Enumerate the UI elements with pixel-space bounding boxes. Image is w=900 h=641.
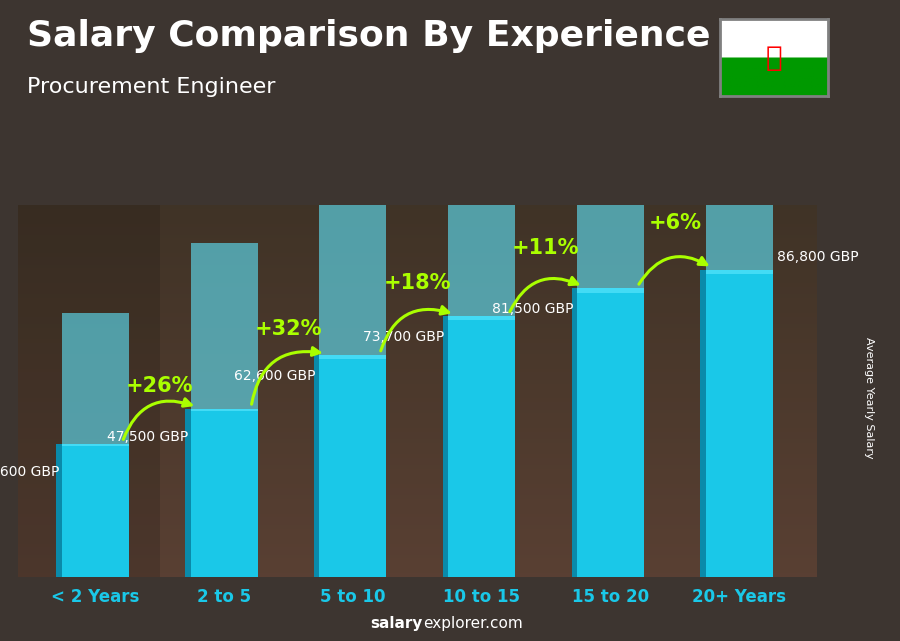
Text: +11%: +11% [512, 238, 580, 258]
Text: Procurement Engineer: Procurement Engineer [27, 77, 275, 97]
Bar [62, 313, 129, 445]
Bar [448, 316, 515, 577]
Bar [57, 444, 62, 577]
Text: 🐉: 🐉 [766, 44, 782, 72]
Bar [577, 288, 644, 577]
Text: 62,600 GBP: 62,600 GBP [234, 369, 316, 383]
Bar [448, 59, 515, 320]
Bar [577, 4, 644, 293]
Text: +18%: +18% [383, 273, 451, 293]
Text: 37,600 GBP: 37,600 GBP [0, 465, 59, 479]
Bar [443, 316, 448, 577]
Bar [191, 409, 257, 577]
Text: Salary Comparison By Experience: Salary Comparison By Experience [27, 19, 710, 53]
Bar [706, 270, 772, 577]
Text: +26%: +26% [126, 376, 194, 395]
Text: Average Yearly Salary: Average Yearly Salary [863, 337, 874, 458]
Text: 81,500 GBP: 81,500 GBP [491, 303, 573, 317]
Bar [62, 444, 129, 577]
Bar [314, 355, 319, 577]
Bar [572, 288, 577, 577]
Text: +32%: +32% [255, 319, 322, 339]
Bar [191, 243, 257, 412]
Bar [320, 355, 386, 577]
Bar [320, 137, 386, 358]
Text: explorer.com: explorer.com [423, 617, 523, 631]
Text: salary: salary [371, 617, 423, 631]
Text: 86,800 GBP: 86,800 GBP [777, 250, 858, 264]
Text: +6%: +6% [648, 213, 701, 233]
Bar [706, 0, 772, 274]
Text: 73,700 GBP: 73,700 GBP [363, 330, 445, 344]
Bar [185, 409, 191, 577]
Bar [700, 270, 706, 577]
Text: 47,500 GBP: 47,500 GBP [107, 430, 188, 444]
